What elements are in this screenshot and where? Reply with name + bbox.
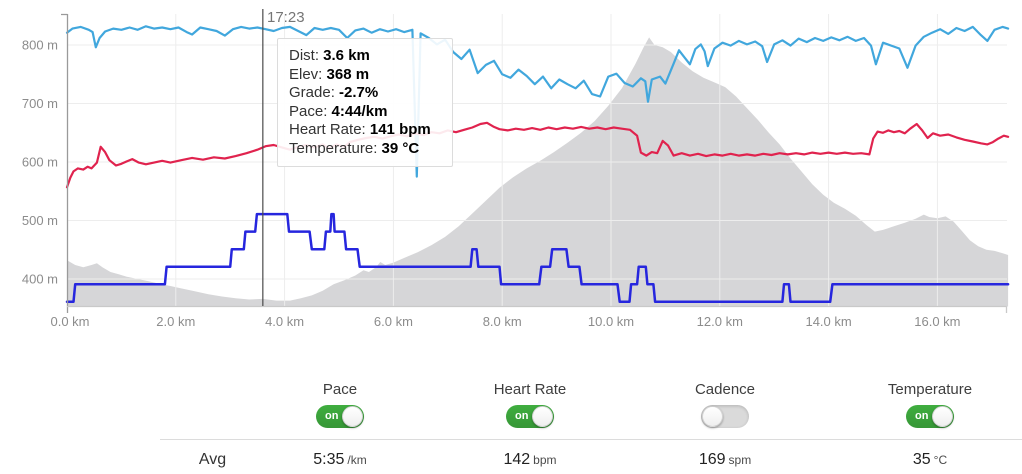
metric-column-heart-rate: Heart Rate on bbox=[435, 381, 625, 433]
tooltip-value: 39 °C bbox=[381, 139, 420, 157]
temperature-toggle[interactable]: on bbox=[906, 405, 954, 428]
tooltip-label: Elev: bbox=[289, 65, 327, 83]
metric-label-pace: Pace bbox=[322, 381, 358, 398]
metric-label-temperature: Temperature bbox=[887, 381, 973, 398]
avg-unit: bpm bbox=[533, 453, 557, 467]
toggle-on-label: on bbox=[915, 410, 929, 422]
avg-value: 142 bbox=[503, 451, 531, 468]
avg-cadence: 169 spm bbox=[630, 451, 820, 469]
toggle-on-label: on bbox=[515, 410, 529, 422]
y-tick-label: 600 m bbox=[22, 155, 58, 170]
pace-line bbox=[65, 25, 1010, 178]
divider bbox=[160, 439, 1022, 440]
metric-controls: Pace on Heart Rate on Cadence Temperature on A… bbox=[0, 345, 1022, 474]
metric-column-cadence: Cadence bbox=[630, 381, 820, 433]
x-tick-label: 4.0 km bbox=[265, 314, 304, 329]
x-tick-label: 0.0 km bbox=[50, 314, 89, 329]
tooltip-value: -2.7% bbox=[339, 84, 379, 101]
elevation-area bbox=[67, 37, 1009, 307]
tooltip-label: Grade: bbox=[289, 84, 340, 101]
x-tick-label: 12.0 km bbox=[697, 314, 743, 329]
tooltip-row: Pace: 4:44/km bbox=[289, 103, 441, 122]
y-tick-label: 400 m bbox=[22, 272, 58, 287]
y-axis-line bbox=[61, 13, 69, 313]
tooltip-label: Pace: bbox=[289, 102, 332, 120]
toggle-knob[interactable] bbox=[702, 406, 723, 427]
chart-tooltip: Dist: 3.6 km Elev: 368 m Grade: -2.7% Pace:… bbox=[277, 38, 453, 167]
chart-svg[interactable]: 800 m 700 m 600 m 500 m 400 m 0.0 km 2.0 km 4.0… bbox=[0, 0, 1022, 345]
avg-pace: 5:35/km bbox=[245, 451, 435, 469]
toggle-knob[interactable] bbox=[932, 406, 953, 427]
tooltip-row: Grade: -2.7% bbox=[289, 84, 441, 103]
tooltip-value: 3.6 km bbox=[323, 47, 370, 64]
metric-label-cadence: Cadence bbox=[694, 381, 756, 398]
tooltip-value: 141 bpm bbox=[369, 121, 431, 138]
cadence-toggle[interactable] bbox=[701, 405, 749, 428]
x-tick-label: 10.0 km bbox=[588, 314, 634, 329]
avg-unit: /km bbox=[347, 453, 367, 467]
avg-row-label: Avg bbox=[198, 451, 227, 468]
x-tick-label: 2.0 km bbox=[156, 314, 195, 329]
toggle-knob[interactable] bbox=[532, 406, 553, 427]
heart-rate-toggle[interactable]: on bbox=[506, 405, 554, 428]
tooltip-value: 4:44/km bbox=[331, 102, 388, 120]
tooltip-label: Temperature: bbox=[289, 139, 382, 157]
tooltip-label: Heart Rate: bbox=[289, 121, 370, 138]
avg-value: 169 bbox=[698, 451, 726, 468]
avg-temperature: 35 °C bbox=[835, 451, 1022, 469]
y-tick-label: 800 m bbox=[22, 38, 58, 53]
heart-rate-line bbox=[65, 121, 1010, 189]
avg-value: 5:35 bbox=[313, 451, 345, 468]
tooltip-label: Dist: bbox=[289, 47, 324, 64]
x-tick-label: 6.0 km bbox=[374, 314, 413, 329]
elevation-chart[interactable]: 800 m 700 m 600 m 500 m 400 m 0.0 km 2.0 km 4.0… bbox=[0, 0, 1022, 345]
y-tick-label: 500 m bbox=[22, 213, 58, 228]
tooltip-row: Temperature: 39 °C bbox=[289, 140, 441, 159]
pace-toggle[interactable]: on bbox=[316, 405, 364, 428]
x-tick-label: 14.0 km bbox=[805, 314, 851, 329]
tooltip-row: Dist: 3.6 km bbox=[289, 47, 441, 66]
avg-unit: spm bbox=[728, 453, 752, 467]
metric-column-temperature: Temperature on bbox=[835, 381, 1022, 433]
metric-label-heart-rate: Heart Rate bbox=[493, 381, 567, 398]
temperature-line bbox=[65, 212, 1010, 304]
avg-value: 35 bbox=[912, 451, 931, 468]
avg-unit: °C bbox=[933, 453, 948, 467]
x-tick-label: 16.0 km bbox=[914, 314, 960, 329]
tooltip-row: Heart Rate: 141 bpm bbox=[289, 121, 441, 140]
avg-heart-rate: 142 bpm bbox=[435, 451, 625, 469]
tooltip-value: 368 m bbox=[326, 65, 370, 83]
y-tick-label: 700 m bbox=[22, 96, 58, 111]
metric-column-pace: Pace on bbox=[245, 381, 435, 433]
x-axis-line bbox=[67, 305, 1008, 313]
tooltip-row: Elev: 368 m bbox=[289, 66, 441, 85]
toggle-knob[interactable] bbox=[342, 406, 363, 427]
x-tick-label: 8.0 km bbox=[483, 314, 522, 329]
toggle-on-label: on bbox=[325, 410, 339, 422]
